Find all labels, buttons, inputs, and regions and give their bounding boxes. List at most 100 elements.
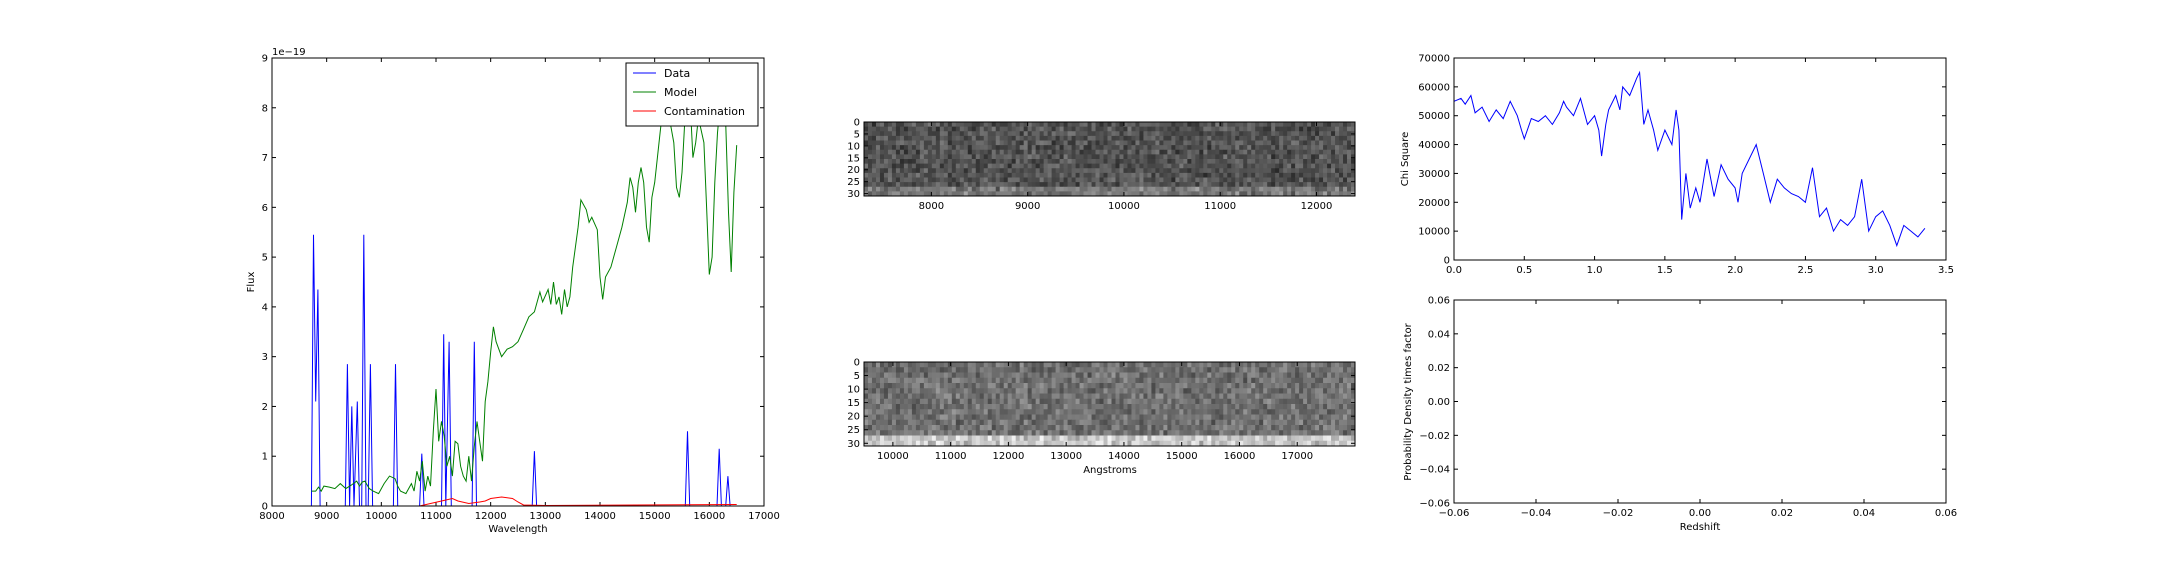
- image-pixel: [1219, 145, 1223, 150]
- image-pixel: [980, 378, 984, 384]
- image-pixel: [916, 141, 920, 146]
- image-pixel: [1143, 373, 1147, 379]
- image-pixel: [996, 173, 1000, 178]
- image-pixel: [944, 168, 948, 173]
- image-pixel: [880, 420, 884, 426]
- image-pixel: [956, 425, 960, 431]
- image-pixel: [952, 394, 956, 400]
- image-pixel: [1135, 182, 1139, 187]
- image-pixel: [1159, 164, 1163, 169]
- image-pixel: [1028, 168, 1032, 173]
- image-pixel: [1263, 383, 1267, 389]
- image-pixel: [868, 127, 872, 132]
- image-pixel: [1068, 122, 1072, 127]
- image-pixel: [1199, 378, 1203, 384]
- image-pixel: [916, 394, 920, 400]
- image-pixel: [1191, 404, 1195, 410]
- image-pixel: [924, 420, 928, 426]
- image-pixel: [1139, 131, 1143, 136]
- image-pixel: [948, 127, 952, 132]
- image-pixel: [904, 136, 908, 141]
- image-pixel: [876, 187, 880, 192]
- image-pixel: [1076, 415, 1080, 421]
- image-pixel: [880, 159, 884, 164]
- spectrum-image-2: 10000 11000 12000 13000 14000 15000 16000 17000…: [847, 358, 1355, 477]
- image-pixel: [1263, 362, 1267, 368]
- image-pixel: [1239, 373, 1243, 379]
- image-pixel: [1343, 436, 1347, 442]
- image-pixel: [932, 141, 936, 146]
- image-pixel: [864, 141, 868, 146]
- image-pixel: [992, 127, 996, 132]
- image-pixel: [892, 425, 896, 431]
- image-pixel: [1040, 367, 1044, 373]
- image-pixel: [1080, 394, 1084, 400]
- image-pixel: [1339, 122, 1343, 127]
- image-pixel: [1339, 367, 1343, 373]
- image-pixel: [1267, 182, 1271, 187]
- image-pixel: [1048, 388, 1052, 394]
- image-pixel: [1020, 159, 1024, 164]
- image-pixel: [1331, 168, 1335, 173]
- image-pixel: [1048, 430, 1052, 436]
- image-pixel: [1227, 136, 1231, 141]
- image-1-ytick-label: 0: [854, 118, 860, 129]
- image-pixel: [1151, 127, 1155, 132]
- image-pixel: [1327, 178, 1331, 183]
- image-pixel: [1283, 388, 1287, 394]
- image-pixel: [1179, 394, 1183, 400]
- image-pixel: [1024, 420, 1028, 426]
- chi-square-xtick-label: 2.5: [1797, 265, 1813, 276]
- image-pixel: [1040, 415, 1044, 421]
- image-pixel: [1024, 154, 1028, 159]
- image-pixel: [1052, 373, 1056, 379]
- image-pixel: [1195, 373, 1199, 379]
- image-pixel: [1096, 178, 1100, 183]
- image-pixel: [1100, 362, 1104, 368]
- image-pixel: [1112, 378, 1116, 384]
- image-pixel: [1175, 182, 1179, 187]
- image-pixel: [1187, 430, 1191, 436]
- image-pixel: [1119, 150, 1123, 155]
- image-pixel: [1040, 394, 1044, 400]
- image-pixel: [1243, 394, 1247, 400]
- image-pixel: [1339, 150, 1343, 155]
- image-pixel: [1119, 420, 1123, 426]
- image-pixel: [1199, 420, 1203, 426]
- image-pixel: [1239, 415, 1243, 421]
- image-pixel: [864, 136, 868, 141]
- image-pixel: [864, 399, 868, 405]
- image-pixel: [1231, 168, 1235, 173]
- image-pixel: [1108, 182, 1112, 187]
- image-pixel: [876, 425, 880, 431]
- image-pixel: [1036, 383, 1040, 389]
- image-pixel: [972, 131, 976, 136]
- image-pixel: [1219, 127, 1223, 132]
- image-pixel: [1167, 145, 1171, 150]
- image-pixel: [1199, 362, 1203, 368]
- image-pixel: [1303, 159, 1307, 164]
- image-pixel: [1291, 388, 1295, 394]
- spectrum-xtick-label: 9000: [314, 511, 339, 522]
- image-pixel: [1271, 409, 1275, 415]
- image-pixel: [908, 145, 912, 150]
- image-pixel: [976, 362, 980, 368]
- image-pixel: [924, 436, 928, 442]
- image-pixel: [904, 141, 908, 146]
- image-pixel: [1096, 122, 1100, 127]
- image-pixel: [1104, 173, 1108, 178]
- image-pixel: [1123, 436, 1127, 442]
- image-pixel: [864, 159, 868, 164]
- image-pixel: [1088, 362, 1092, 368]
- image-pixel: [880, 145, 884, 150]
- image-pixel: [1227, 378, 1231, 384]
- image-pixel: [984, 394, 988, 400]
- image-pixel: [1135, 394, 1139, 400]
- image-pixel: [1203, 373, 1207, 379]
- image-pixel: [1219, 388, 1223, 394]
- image-pixel: [1299, 420, 1303, 426]
- image-pixel: [1291, 178, 1295, 183]
- image-pixel: [1012, 378, 1016, 384]
- image-pixel: [1127, 378, 1131, 384]
- image-pixel: [1203, 430, 1207, 436]
